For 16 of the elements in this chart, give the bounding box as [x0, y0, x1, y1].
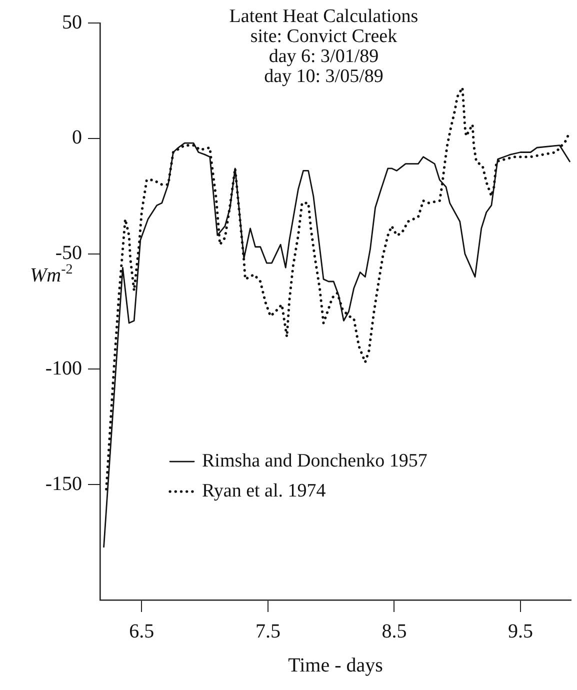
chart-title: Latent Heat Calculations	[229, 6, 418, 27]
chart-subtitle: site: Convict Creek	[250, 26, 398, 47]
x-tick-label: 6.5	[129, 620, 154, 642]
x-tick-label: 8.5	[382, 620, 407, 642]
x-tick-label: 9.5	[508, 620, 533, 642]
legend-label: Ryan et al. 1974	[202, 480, 326, 502]
y-tick-label: -100	[45, 357, 82, 380]
y-tick-label: 0	[72, 126, 82, 149]
annotation: day 10: 3/05/89	[264, 66, 384, 87]
y-tick-label: -150	[45, 472, 82, 495]
legend-label: Rimsha and Donchenko 1957	[202, 450, 428, 472]
annotation: day 6: 3/01/89	[268, 46, 379, 67]
y-tick-label: 50	[62, 11, 82, 34]
x-axis-title: Time - days	[288, 654, 384, 676]
x-tick-label: 7.5	[255, 620, 280, 642]
y-tick-label: -50	[55, 242, 82, 264]
